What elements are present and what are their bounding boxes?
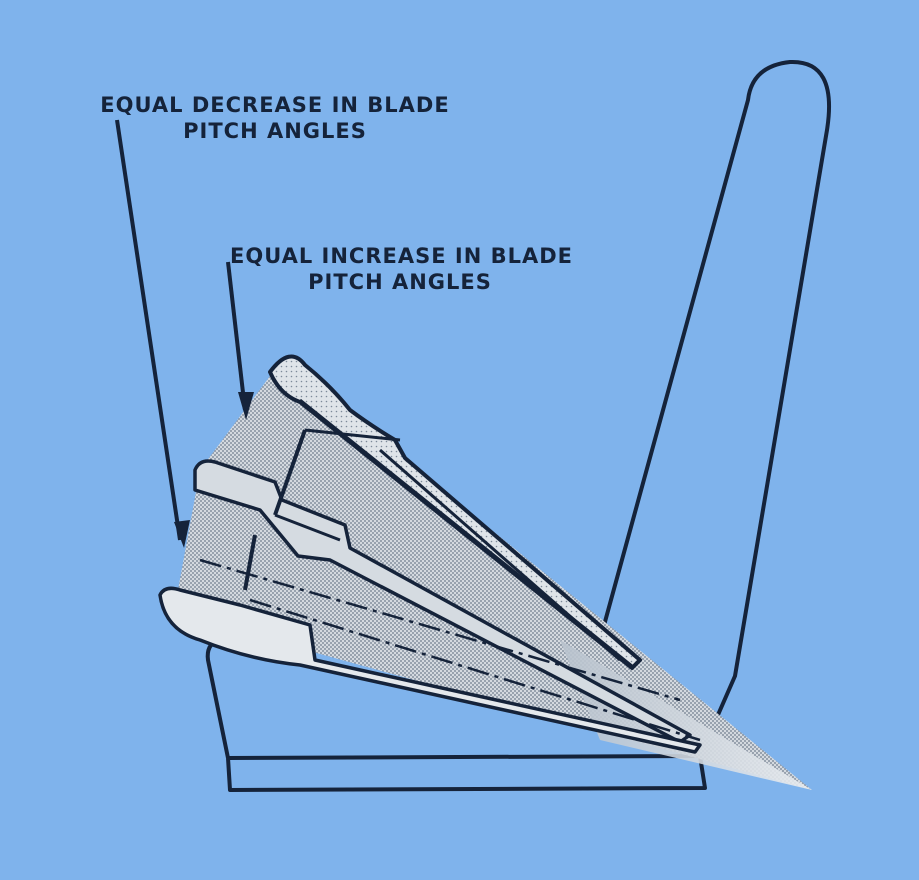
increase-label-line2: PITCH ANGLES (308, 270, 492, 294)
stand-base (226, 755, 707, 792)
blade-sweep-region (168, 360, 812, 790)
decrease-arrowhead (174, 520, 190, 548)
centerline-2 (249, 598, 701, 742)
link-rod-arm (379, 448, 621, 662)
link-rod-horizontal (274, 428, 401, 542)
increase-arrowhead (238, 392, 254, 420)
increase-leader-line (226, 261, 247, 411)
decrease-label-line1: EQUAL DECREASE IN BLADE (100, 93, 450, 117)
stand-outline (227, 59, 832, 760)
increase-label-line1: EQUAL INCREASE IN BLADE (230, 244, 574, 268)
upper-blade (268, 354, 642, 670)
lower-blade (158, 586, 702, 754)
stand-left-edge (205, 638, 230, 759)
decrease-label: EQUAL DECREASE IN BLADE PITCH ANGLES (100, 92, 450, 144)
blade-tip-highlight (560, 640, 812, 790)
decrease-leader-line (115, 119, 182, 541)
decrease-label-line2: PITCH ANGLES (183, 119, 367, 143)
link-rod-vertical (243, 429, 307, 591)
increase-label: EQUAL INCREASE IN BLADE PITCH ANGLES (230, 243, 574, 295)
centerline-1 (199, 558, 681, 702)
